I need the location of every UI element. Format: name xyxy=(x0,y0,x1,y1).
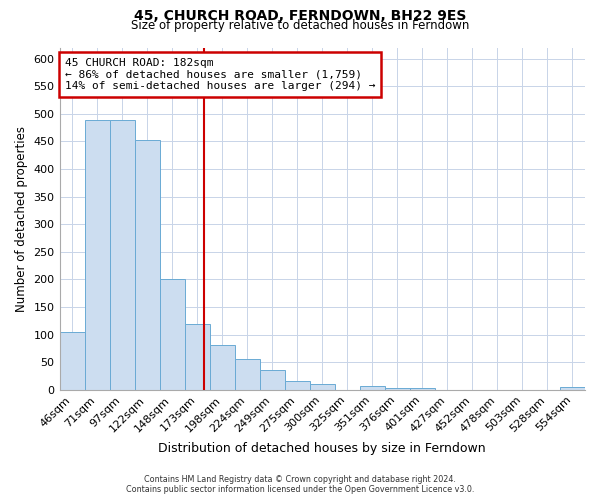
Bar xyxy=(260,370,285,390)
Text: 45 CHURCH ROAD: 182sqm
← 86% of detached houses are smaller (1,759)
14% of semi-: 45 CHURCH ROAD: 182sqm ← 86% of detached… xyxy=(65,58,375,91)
Bar xyxy=(160,279,185,390)
Bar xyxy=(385,388,410,390)
Bar xyxy=(110,120,134,390)
Bar xyxy=(185,324,209,390)
Text: 45, CHURCH ROAD, FERNDOWN, BH22 9ES: 45, CHURCH ROAD, FERNDOWN, BH22 9ES xyxy=(134,9,466,23)
Bar xyxy=(360,386,385,390)
Bar xyxy=(209,344,235,390)
Text: Size of property relative to detached houses in Ferndown: Size of property relative to detached ho… xyxy=(131,19,469,32)
Y-axis label: Number of detached properties: Number of detached properties xyxy=(15,126,28,312)
Bar xyxy=(285,381,310,390)
X-axis label: Distribution of detached houses by size in Ferndown: Distribution of detached houses by size … xyxy=(158,442,486,455)
Bar xyxy=(410,388,435,390)
Bar xyxy=(235,359,260,390)
Bar xyxy=(560,387,585,390)
Bar xyxy=(85,120,110,390)
Bar xyxy=(59,332,85,390)
Bar xyxy=(134,140,160,390)
Bar xyxy=(310,384,335,390)
Text: Contains HM Land Registry data © Crown copyright and database right 2024.
Contai: Contains HM Land Registry data © Crown c… xyxy=(126,474,474,494)
